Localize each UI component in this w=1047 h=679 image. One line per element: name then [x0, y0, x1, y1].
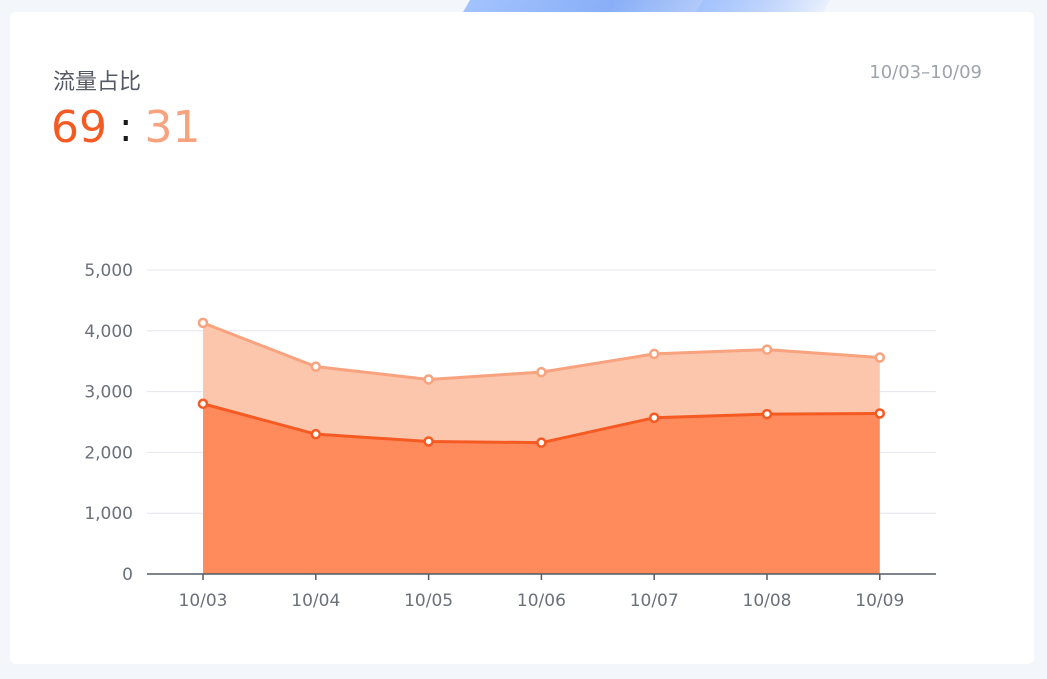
y-tick-label: 4,000 [84, 322, 133, 342]
series-primary-point [648, 412, 660, 423]
ratio-primary-value: 69 [51, 102, 107, 153]
series-primary-point [536, 437, 547, 448]
series-primary-area [203, 403, 880, 574]
x-tick-label: 10/05 [404, 591, 453, 611]
series-secondary-point [874, 352, 886, 363]
series-secondary-point [536, 366, 547, 378]
series-primary-point [197, 398, 209, 410]
series-secondary-point [310, 361, 322, 372]
x-tick-label: 10/03 [179, 591, 228, 611]
ratio-secondary-value: 31 [144, 102, 201, 153]
series-secondary-point [197, 317, 209, 329]
x-tick-label: 10/08 [743, 591, 792, 611]
date-range-label: 10/03–10/09 [869, 62, 982, 83]
series-primary-point [761, 408, 773, 420]
card-title: 流量占比 [53, 70, 142, 95]
series-secondary-point [423, 374, 434, 385]
x-tick-label: 10/07 [630, 591, 679, 611]
y-tick-label: 2,000 [84, 443, 133, 463]
traffic-ratio: 69 : 31 [51, 100, 200, 156]
x-tick-label: 10/09 [855, 591, 904, 611]
x-tick-label: 10/04 [291, 591, 340, 611]
series-secondary-point [761, 344, 773, 355]
y-tick-label: 5,000 [84, 261, 133, 281]
series-primary-point [874, 408, 886, 419]
series-primary-point [423, 436, 434, 447]
series-secondary-point [648, 348, 660, 360]
y-tick-label: 1,000 [84, 504, 133, 524]
x-tick-label: 10/06 [517, 591, 566, 611]
y-tick-label: 0 [122, 565, 133, 585]
ratio-separator: : [119, 105, 133, 151]
y-tick-label: 3,000 [84, 383, 133, 403]
series-primary-point [310, 428, 322, 440]
